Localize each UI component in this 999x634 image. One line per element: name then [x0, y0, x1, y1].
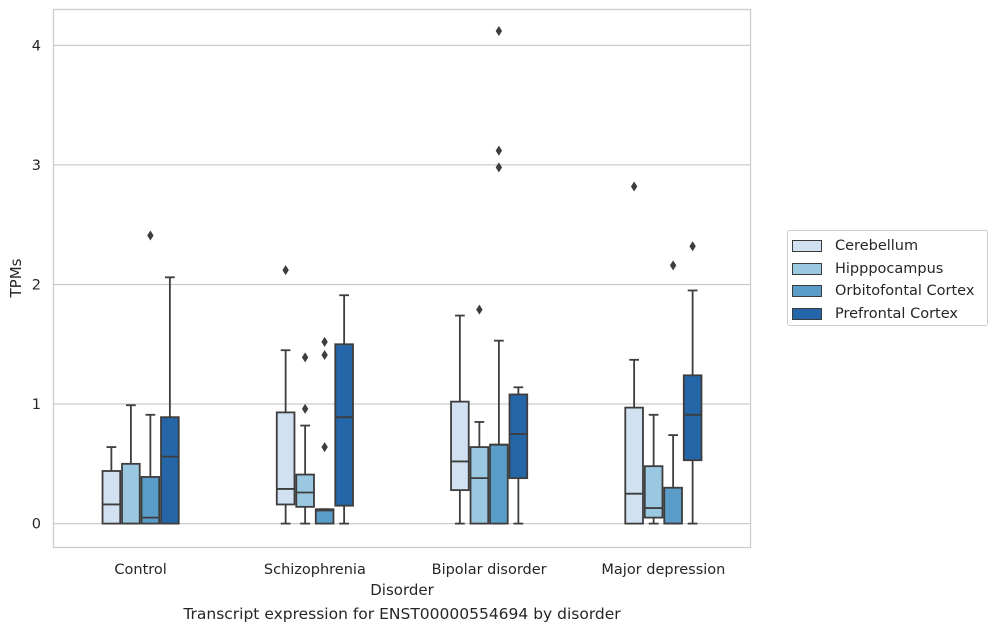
- outlier-point: [301, 403, 309, 414]
- figure-caption: Transcript expression for ENST0000055469…: [183, 605, 621, 623]
- legend-swatch: [792, 240, 822, 253]
- box-hipppocampus-major-depression: [643, 413, 664, 525]
- legend: Cerebellum Hipppocampus Orbitofontal Corte…: [787, 230, 988, 326]
- box-cerebellum-bipolar-disorder: [450, 314, 470, 525]
- box-iqr: [450, 400, 470, 492]
- box-orbitofontal-cortex-major-depression: [663, 260, 683, 525]
- y-tick-label: 3: [32, 158, 41, 174]
- box-iqr: [334, 343, 354, 507]
- grid-lines: [53, 44, 751, 525]
- box-orbitofontal-cortex-control: [140, 230, 161, 525]
- box-prefrontal-cortex-control: [160, 276, 180, 525]
- outlier-point: [630, 181, 638, 192]
- box-iqr: [489, 443, 509, 525]
- boxes-layer: [101, 26, 703, 525]
- x-tick-label: Control: [114, 562, 166, 578]
- box-orbitofontal-cortex-schizophrenia: [314, 336, 335, 525]
- box-cerebellum-schizophrenia: [275, 265, 296, 525]
- legend-label: Hipppocampus: [835, 260, 944, 277]
- legend-swatch: [792, 285, 822, 298]
- box-prefrontal-cortex-major-depression: [682, 241, 703, 525]
- box-orbitofontal-cortex-bipolar-disorder: [489, 26, 509, 525]
- box-iqr: [101, 470, 122, 525]
- box-iqr: [295, 473, 315, 508]
- outlier-point: [147, 230, 154, 241]
- y-tick-label: 4: [32, 38, 41, 54]
- y-axis-label: TPMs: [7, 258, 25, 298]
- y-tick-label: 1: [32, 397, 41, 413]
- x-axis-label: Disorder: [370, 581, 434, 599]
- box-iqr: [663, 486, 683, 525]
- legend-item: Hipppocampus: [792, 258, 987, 281]
- x-tick-label: Schizophrenia: [264, 562, 366, 578]
- legend-swatch: [792, 307, 822, 320]
- y-tick-label: 2: [32, 277, 41, 293]
- box-iqr: [643, 465, 664, 519]
- outlier-point: [689, 241, 696, 252]
- y-tick-label: 0: [32, 517, 41, 533]
- legend-label: Prefrontal Cortex: [835, 305, 958, 322]
- plot-area-frame: [52, 8, 752, 549]
- x-tick-label: Bipolar disorder: [432, 562, 547, 578]
- outlier-point: [321, 350, 328, 361]
- box-iqr: [314, 508, 335, 525]
- outlier-point: [301, 352, 309, 363]
- box-hipppocampus-control: [121, 404, 141, 525]
- box-iqr: [469, 446, 490, 525]
- outlier-point: [669, 260, 677, 271]
- outlier-point: [495, 162, 503, 173]
- legend-label: Orbitofontal Cortex: [835, 283, 975, 300]
- x-axis-ticks: Control Schizophrenia Bipolar disorder Majo…: [114, 562, 725, 578]
- box-cerebellum-major-depression: [624, 181, 644, 525]
- y-axis-ticks: 0 1 2 3 4: [32, 38, 41, 532]
- legend-swatch: [792, 262, 822, 275]
- outlier-point: [321, 336, 328, 347]
- outlier-point: [495, 26, 503, 37]
- box-hipppocampus-schizophrenia: [295, 352, 315, 525]
- box-iqr: [508, 393, 529, 480]
- x-tick-label: Major depression: [601, 562, 725, 578]
- box-iqr: [160, 416, 180, 525]
- box-prefrontal-cortex-bipolar-disorder: [508, 386, 529, 525]
- box-iqr: [682, 374, 703, 462]
- box-prefrontal-cortex-schizophrenia: [334, 294, 354, 525]
- box-iqr: [140, 476, 161, 525]
- box-iqr: [624, 406, 644, 525]
- legend-item: Prefrontal Cortex: [792, 303, 987, 326]
- legend-label: Cerebellum: [835, 238, 919, 255]
- box-iqr: [275, 411, 296, 506]
- outlier-point: [476, 304, 483, 315]
- legend-item: Cerebellum: [792, 235, 987, 258]
- outlier-point: [282, 265, 289, 276]
- legend-item: Orbitofontal Cortex: [792, 280, 987, 303]
- box-iqr: [121, 462, 141, 525]
- box-hipppocampus-bipolar-disorder: [469, 304, 490, 525]
- box-cerebellum-control: [101, 446, 122, 525]
- outlier-point: [495, 145, 503, 156]
- outlier-point: [321, 442, 328, 453]
